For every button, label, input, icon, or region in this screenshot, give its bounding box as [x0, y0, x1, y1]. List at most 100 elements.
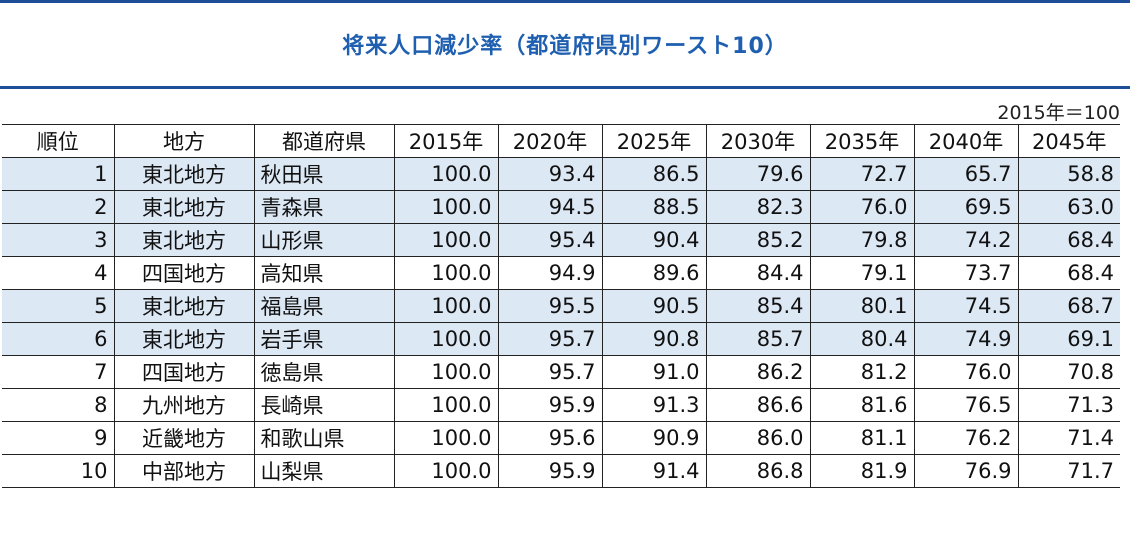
value-cell: 84.4 — [706, 256, 811, 290]
header-row: 順位 地方 都道府県 2015年 2020年 2025年 2030年 2035年 2040年 20… — [2, 124, 1120, 158]
table-body: 1 東北地方 秋田県 100.0 93.4 86.5 79.6 72.7 65.7 58.8 2 東北… — [2, 157, 1120, 488]
value-cell: 93.4 — [498, 157, 603, 191]
page-title: 将来人口減少率（都道府県別ワースト10） — [342, 34, 788, 59]
value-cell: 95.7 — [498, 322, 603, 356]
value-cell: 85.7 — [706, 322, 811, 356]
value-cell: 91.3 — [602, 388, 707, 422]
region-cell: 東北地方 — [114, 322, 255, 356]
value-cell: 69.5 — [914, 190, 1019, 224]
value-cell: 95.6 — [498, 421, 603, 455]
value-cell: 90.9 — [602, 421, 707, 455]
table-row: 1 東北地方 秋田県 100.0 93.4 86.5 79.6 72.7 65.7 58.8 — [2, 157, 1120, 191]
table-row: 8 九州地方 長崎県 100.0 95.9 91.3 86.6 81.6 76.5 71.3 — [2, 388, 1120, 422]
rank-cell: 7 — [2, 355, 115, 389]
value-cell: 68.4 — [1018, 223, 1120, 257]
prefecture-cell: 徳島県 — [254, 355, 395, 389]
region-cell: 東北地方 — [114, 289, 255, 323]
value-cell: 82.3 — [706, 190, 811, 224]
value-cell: 79.8 — [810, 223, 915, 257]
value-cell: 76.5 — [914, 388, 1019, 422]
value-cell: 86.2 — [706, 355, 811, 389]
rank-cell: 4 — [2, 256, 115, 290]
region-cell: 東北地方 — [114, 190, 255, 224]
column-header-9: 2045年 — [1018, 124, 1120, 158]
value-cell: 74.2 — [914, 223, 1019, 257]
prefecture-cell: 山形県 — [254, 223, 395, 257]
region-cell: 九州地方 — [114, 388, 255, 422]
region-cell: 中部地方 — [114, 454, 255, 488]
value-cell: 86.6 — [706, 388, 811, 422]
column-header-7: 2035年 — [810, 124, 915, 158]
value-cell: 91.0 — [602, 355, 707, 389]
region-cell: 四国地方 — [114, 256, 255, 290]
table-row: 7 四国地方 徳島県 100.0 95.7 91.0 86.2 81.2 76.0 70.8 — [2, 355, 1120, 389]
value-cell: 86.0 — [706, 421, 811, 455]
value-cell: 89.6 — [602, 256, 707, 290]
base-year-note: 2015年＝100 — [997, 102, 1120, 124]
value-cell: 81.6 — [810, 388, 915, 422]
value-cell: 69.1 — [1018, 322, 1120, 356]
column-header-0: 順位 — [2, 124, 115, 158]
table-row: 4 四国地方 高知県 100.0 94.9 89.6 84.4 79.1 73.7 68.4 — [2, 256, 1120, 290]
value-cell: 76.0 — [810, 190, 915, 224]
column-header-8: 2040年 — [914, 124, 1019, 158]
value-cell: 65.7 — [914, 157, 1019, 191]
value-cell: 76.2 — [914, 421, 1019, 455]
value-cell: 81.1 — [810, 421, 915, 455]
value-cell: 90.5 — [602, 289, 707, 323]
region-cell: 東北地方 — [114, 157, 255, 191]
value-cell: 100.0 — [394, 322, 499, 356]
value-cell: 68.7 — [1018, 289, 1120, 323]
value-cell: 71.3 — [1018, 388, 1120, 422]
prefecture-cell: 青森県 — [254, 190, 395, 224]
prefecture-cell: 岩手県 — [254, 322, 395, 356]
value-cell: 80.4 — [810, 322, 915, 356]
value-cell: 100.0 — [394, 223, 499, 257]
value-cell: 85.2 — [706, 223, 811, 257]
column-header-3: 2015年 — [394, 124, 499, 158]
value-cell: 100.0 — [394, 157, 499, 191]
table-row: 9 近畿地方 和歌山県 100.0 95.6 90.9 86.0 81.1 76.2 71.4 — [2, 421, 1120, 455]
value-cell: 100.0 — [394, 454, 499, 488]
value-cell: 74.5 — [914, 289, 1019, 323]
value-cell: 95.9 — [498, 454, 603, 488]
table-row: 2 東北地方 青森県 100.0 94.5 88.5 82.3 76.0 69.5 63.0 — [2, 190, 1120, 224]
value-cell: 81.9 — [810, 454, 915, 488]
value-cell: 76.9 — [914, 454, 1019, 488]
value-cell: 76.0 — [914, 355, 1019, 389]
value-cell: 72.7 — [810, 157, 915, 191]
value-cell: 94.5 — [498, 190, 603, 224]
value-cell: 90.4 — [602, 223, 707, 257]
value-cell: 100.0 — [394, 256, 499, 290]
value-cell: 100.0 — [394, 388, 499, 422]
value-cell: 100.0 — [394, 355, 499, 389]
value-cell: 80.1 — [810, 289, 915, 323]
table-row: 5 東北地方 福島県 100.0 95.5 90.5 85.4 80.1 74.5 68.7 — [2, 289, 1120, 323]
value-cell: 95.9 — [498, 388, 603, 422]
value-cell: 68.4 — [1018, 256, 1120, 290]
prefecture-cell: 福島県 — [254, 289, 395, 323]
table-row: 3 東北地方 山形県 100.0 95.4 90.4 85.2 79.8 74.2 68.4 — [2, 223, 1120, 257]
value-cell: 58.8 — [1018, 157, 1120, 191]
value-cell: 100.0 — [394, 190, 499, 224]
prefecture-cell: 秋田県 — [254, 157, 395, 191]
column-header-5: 2025年 — [602, 124, 707, 158]
value-cell: 88.5 — [602, 190, 707, 224]
value-cell: 91.4 — [602, 454, 707, 488]
rank-cell: 8 — [2, 388, 115, 422]
rank-cell: 3 — [2, 223, 115, 257]
value-cell: 70.8 — [1018, 355, 1120, 389]
value-cell: 86.8 — [706, 454, 811, 488]
rank-cell: 2 — [2, 190, 115, 224]
value-cell: 95.5 — [498, 289, 603, 323]
value-cell: 73.7 — [914, 256, 1019, 290]
value-cell: 86.5 — [602, 157, 707, 191]
table-row: 10 中部地方 山梨県 100.0 95.9 91.4 86.8 81.9 76.9 71.7 — [2, 454, 1120, 488]
region-cell: 東北地方 — [114, 223, 255, 257]
prefecture-cell: 和歌山県 — [254, 421, 395, 455]
value-cell: 95.7 — [498, 355, 603, 389]
value-cell: 79.6 — [706, 157, 811, 191]
value-cell: 100.0 — [394, 289, 499, 323]
value-cell: 63.0 — [1018, 190, 1120, 224]
value-cell: 79.1 — [810, 256, 915, 290]
